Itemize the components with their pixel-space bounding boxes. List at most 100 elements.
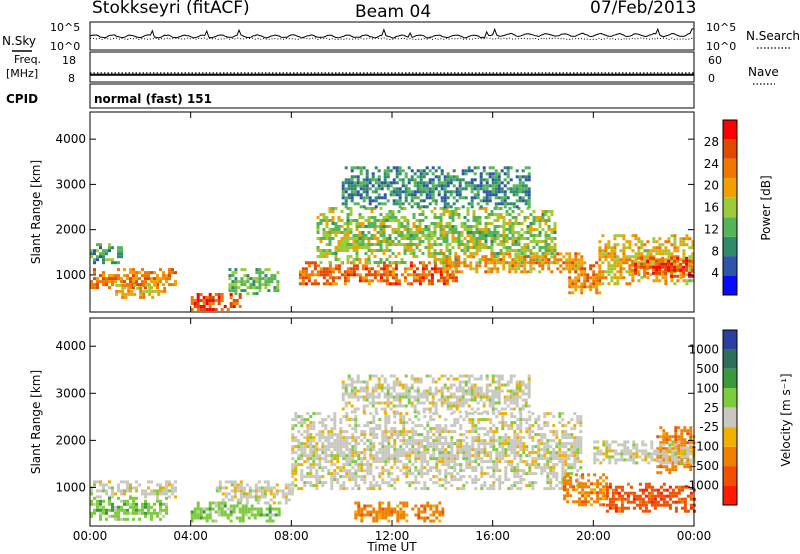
heatmap-cell (352, 249, 356, 252)
heatmap-cell (517, 234, 521, 237)
heatmap-cell (321, 448, 325, 452)
heatmap-cell (226, 516, 230, 520)
heatmap-cell (421, 270, 425, 274)
heatmap-cell (377, 184, 381, 188)
heatmap-cell (312, 454, 316, 458)
heatmap-cell (521, 187, 525, 191)
heatmap-cell (328, 264, 332, 268)
heatmap-cell (234, 283, 238, 287)
heatmap-cell (369, 466, 373, 470)
heatmap-cell (315, 412, 319, 416)
heatmap-cell (441, 442, 445, 446)
heatmap-cell (541, 252, 545, 255)
heatmap-cell (505, 222, 509, 225)
heatmap-cell (502, 225, 506, 228)
heatmap-cell (275, 489, 279, 493)
heatmap-cell (417, 424, 421, 428)
heatmap-cell (336, 445, 340, 449)
heatmap-cell (456, 445, 460, 449)
heatmap-cell (383, 410, 387, 414)
heatmap-cell (607, 282, 611, 286)
heatmap-cell (365, 169, 369, 173)
heatmap-cell (171, 271, 174, 275)
heatmap-cell (272, 495, 276, 499)
heatmap-cell (478, 237, 482, 240)
heatmap-cell (518, 407, 522, 411)
heatmap-cell (365, 172, 369, 176)
heatmap-cell (228, 283, 232, 287)
heatmap-cell (138, 271, 141, 275)
heatmap-cell (558, 451, 562, 455)
heatmap-cell (300, 421, 304, 425)
heatmap-cell (619, 264, 623, 268)
heatmap-cell (472, 240, 476, 243)
heatmap-cell (485, 410, 489, 414)
heatmap-cell (643, 262, 647, 266)
heatmap-cell (471, 460, 475, 464)
heatmap-cell (105, 492, 108, 496)
heatmap-cell (341, 193, 345, 197)
heatmap-cell (532, 234, 536, 237)
heatmap-cell (482, 199, 486, 203)
heatmap-cell (504, 412, 508, 416)
heatmap-cell (408, 451, 412, 455)
heatmap-cell (409, 228, 413, 231)
heatmap-cell (388, 270, 392, 274)
heatmap-cell (604, 258, 608, 262)
heatmap-cell (513, 445, 517, 449)
heatmap-cell (362, 205, 366, 209)
heatmap-cell (473, 392, 477, 396)
heatmap-cell (303, 421, 307, 425)
heatmap-cell (482, 401, 486, 405)
heatmap-cell (558, 448, 562, 452)
heatmap-cell (411, 442, 415, 446)
heatmap-cell (517, 240, 521, 243)
heatmap-cell (423, 427, 427, 431)
heatmap-cell (422, 407, 426, 411)
heatmap-cell (509, 202, 513, 206)
heatmap-cell (540, 457, 544, 461)
heatmap-cell (507, 442, 511, 446)
heatmap-cell (576, 481, 580, 485)
heatmap-cell (99, 495, 102, 499)
heatmap-cell (171, 268, 174, 272)
heatmap-cell (601, 276, 605, 280)
heatmap-cell (165, 511, 168, 515)
heatmap-cell (673, 243, 677, 247)
heatmap-cell (325, 252, 329, 255)
heatmap-cell (547, 258, 551, 262)
heatmap-cell (438, 424, 442, 428)
heatmap-cell (470, 181, 474, 185)
heatmap-cell (347, 392, 351, 396)
heatmap-cell (108, 502, 111, 506)
heatmap-cell (99, 502, 102, 506)
heatmap-cell (525, 454, 529, 458)
heatmap-cell (515, 401, 519, 405)
heatmap-cell (679, 243, 683, 247)
heatmap-cell (546, 445, 550, 449)
heatmap-cell (483, 481, 487, 485)
heatmap-cell (444, 454, 448, 458)
heatmap-cell (456, 439, 460, 443)
heatmap-cell (661, 273, 665, 277)
heatmap-cell (138, 511, 141, 515)
heatmap-cell (309, 439, 313, 443)
heatmap-cell (540, 436, 544, 440)
heatmap-cell (389, 386, 393, 390)
heatmap-cell (497, 410, 501, 414)
heatmap-cell (528, 418, 532, 422)
heatmap-cell (598, 282, 602, 286)
heatmap-cell (489, 439, 493, 443)
heatmap-cell (300, 478, 304, 482)
heatmap-cell (526, 255, 530, 258)
heatmap-cell (515, 398, 519, 402)
heatmap-cell (476, 193, 480, 197)
heatmap-cell (416, 377, 420, 381)
heatmap-cell (505, 252, 509, 256)
heatmap-cell (339, 448, 343, 452)
heatmap-cell (463, 225, 467, 228)
heatmap-cell (376, 264, 380, 268)
heatmap-cell (527, 175, 531, 179)
heatmap-cell (507, 445, 511, 449)
heatmap-cell (577, 273, 581, 277)
